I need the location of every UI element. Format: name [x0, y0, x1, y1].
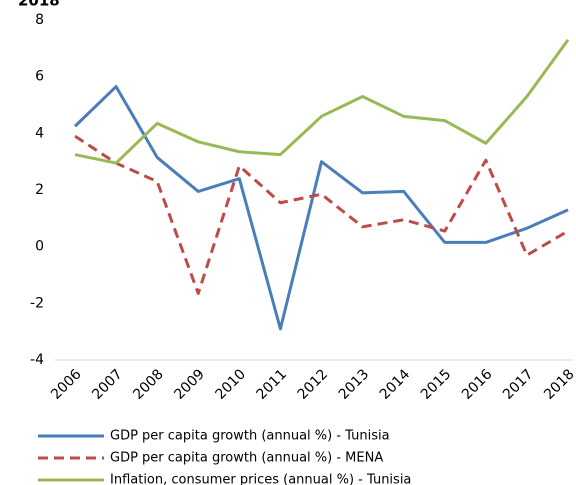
x-tick-label: 2015: [418, 366, 455, 403]
x-tick-label: 2012: [295, 366, 332, 403]
series-line: [74, 38, 570, 165]
series-line: [74, 134, 569, 295]
y-tick-label: 6: [35, 69, 44, 85]
y-tick-label: 2: [35, 182, 44, 198]
y-tick-label: 4: [35, 125, 44, 141]
y-tick-label: -4: [30, 352, 44, 368]
legend-label: GDP per capita growth (annual %) - MENA: [110, 451, 383, 466]
y-tick-label: 0: [35, 239, 44, 255]
x-tick-label: 2014: [377, 366, 414, 403]
x-tick-label: 2013: [336, 366, 373, 403]
y-tick-label: -2: [30, 295, 44, 311]
x-tick-label: 2018: [541, 366, 576, 403]
x-tick-label: 2007: [89, 366, 126, 403]
x-tick-label: 2006: [48, 366, 85, 403]
series-line: [73, 85, 569, 331]
x-tick-label: 2011: [254, 366, 291, 403]
x-tick-label: 2009: [171, 366, 208, 403]
legend-label: Inflation, consumer prices (annual %) - …: [110, 473, 411, 485]
x-tick-label: 2017: [500, 366, 537, 403]
x-tick-label: 2010: [212, 366, 249, 403]
legend-label: GDP per capita growth (annual %) - Tunis…: [110, 429, 390, 444]
x-tick-label: 2016: [459, 366, 496, 403]
chart-title: 2018: [18, 0, 60, 10]
x-tick-label: 2008: [130, 366, 167, 403]
y-tick-label: 8: [35, 12, 44, 28]
